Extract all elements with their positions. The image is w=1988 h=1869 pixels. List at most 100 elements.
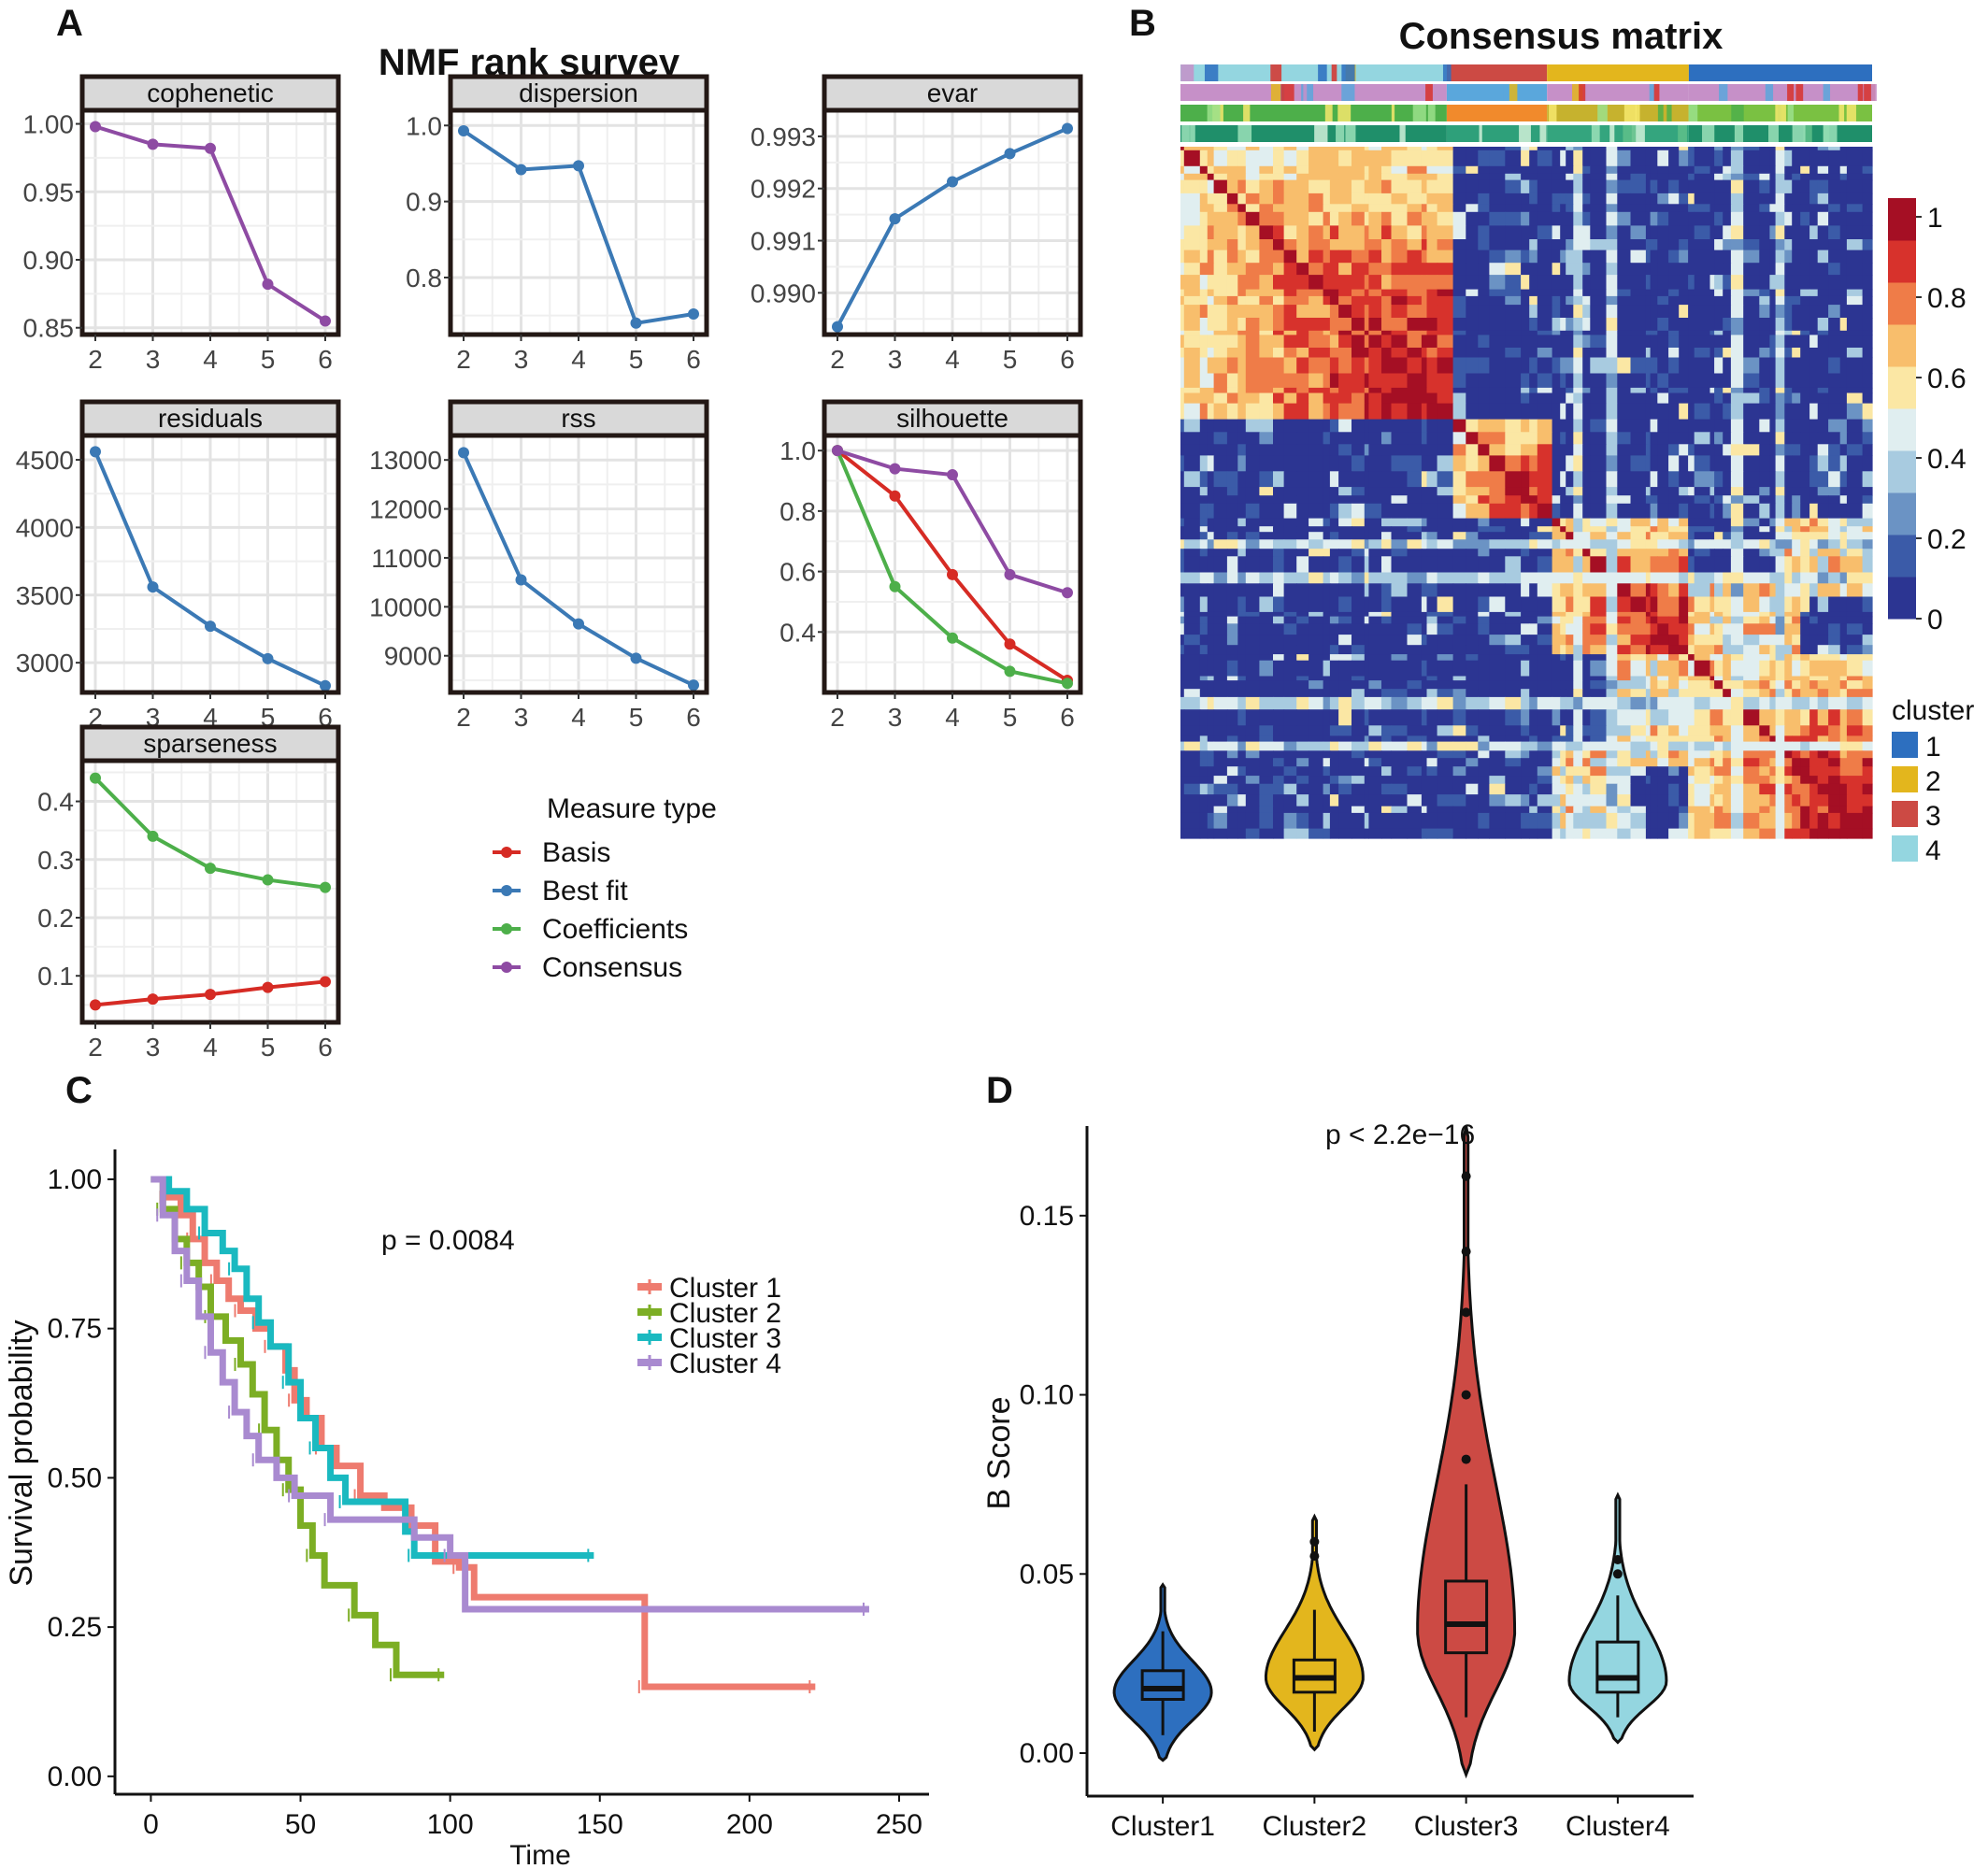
- heatmap-cell: [1273, 193, 1285, 205]
- heatmap-cell: [1338, 225, 1352, 240]
- heatmap-cell: [1714, 660, 1723, 678]
- heatmap-cell: [1352, 289, 1366, 297]
- heatmap-cell: [1245, 725, 1260, 737]
- heatmap-cell: [1743, 596, 1760, 613]
- heatmap-cell: [1560, 611, 1566, 618]
- annotation-stripe: [1479, 125, 1482, 142]
- heatmap-cell: [1437, 572, 1454, 584]
- heatmap-cell: [1180, 419, 1185, 433]
- heatmap-cell: [1338, 583, 1352, 598]
- heatmap-cell: [1759, 348, 1771, 359]
- heatmap-cell: [1452, 250, 1466, 264]
- heatmap-cell: [1800, 794, 1810, 807]
- box: [1595, 1640, 1640, 1694]
- heatmap-cell: [1529, 660, 1538, 678]
- heatmap-cell: [1452, 503, 1466, 520]
- heatmap-cell: [1839, 204, 1848, 213]
- heatmap-cell: [1862, 812, 1873, 830]
- heatmap-cell: [1199, 173, 1209, 181]
- heatmap-cell: [1688, 295, 1695, 306]
- heatmap-cell: [1237, 689, 1247, 698]
- heatmap-cell: [1259, 828, 1274, 839]
- heatmap-cell: [1407, 193, 1423, 205]
- heatmap-cell: [1552, 583, 1561, 598]
- heatmap-cell: [1688, 373, 1695, 389]
- heatmap-cell: [1606, 611, 1618, 618]
- heatmap-cell: [1323, 549, 1331, 557]
- heatmap-cell: [1560, 794, 1566, 807]
- heatmap-cell: [1529, 295, 1538, 306]
- heatmap-cell: [1437, 696, 1454, 710]
- heatmap-cell: [1650, 289, 1658, 297]
- heatmap-cell: [1573, 725, 1583, 737]
- heatmap-cell: [1657, 147, 1669, 151]
- heatmap-cell: [1582, 503, 1591, 520]
- heatmap-cell: [1407, 330, 1423, 335]
- heatmap-cell: [1489, 403, 1506, 421]
- heatmap-cell: [1769, 709, 1777, 726]
- heatmap-cell: [1688, 357, 1695, 375]
- heatmap-cell: [1657, 572, 1669, 584]
- heatmap-cell: [1352, 776, 1366, 785]
- heatmap-cell: [1338, 295, 1352, 306]
- heatmap-cell: [1784, 696, 1793, 710]
- heatmap-cell: [1283, 289, 1297, 297]
- heatmap-cell: [1237, 387, 1247, 394]
- heatmap-cell: [1437, 812, 1454, 830]
- heatmap-cell: [1368, 689, 1382, 698]
- heatmap-cell: [1590, 676, 1608, 681]
- heatmap-cell: [1645, 783, 1652, 795]
- heatmap-cell: [1582, 776, 1591, 785]
- heatmap-cell: [1368, 503, 1382, 520]
- heatmap-cell: [1573, 387, 1583, 394]
- annotation-stripe: [1341, 64, 1355, 81]
- heatmap-cell: [1679, 735, 1689, 743]
- heatmap-cell: [1560, 750, 1566, 759]
- heatmap-cell: [1552, 225, 1561, 240]
- heatmap-cell: [1759, 556, 1771, 574]
- heatmap-cell: [1437, 335, 1454, 349]
- heatmap-cell: [1657, 348, 1669, 359]
- heatmap-cell: [1505, 455, 1522, 472]
- survival-legend-label: Cluster 1: [669, 1273, 781, 1304]
- heatmap-cell: [1688, 616, 1695, 624]
- heatmap-cell: [1352, 495, 1366, 505]
- heatmap-cell: [1668, 676, 1680, 681]
- heatmap-cell: [1368, 783, 1382, 795]
- heatmap-cell: [1338, 392, 1352, 405]
- heatmap-cell: [1478, 173, 1490, 181]
- heatmap-cell: [1650, 165, 1658, 175]
- heatmap-cell: [1714, 211, 1723, 226]
- heatmap-cell: [1792, 444, 1801, 456]
- heatmap-cell: [1582, 263, 1591, 276]
- heatmap-cell: [1183, 444, 1201, 456]
- heatmap-cell: [1338, 794, 1352, 807]
- heatmap-cell: [1466, 709, 1479, 726]
- heatmap-cell: [1226, 495, 1238, 505]
- heatmap-cell: [1521, 173, 1530, 181]
- heatmap-cell: [1213, 689, 1228, 698]
- heatmap-cell: [1505, 335, 1522, 349]
- heatmap-cell: [1862, 725, 1873, 737]
- annotation-track-1: [1688, 64, 1872, 81]
- heatmap-cell: [1391, 616, 1409, 624]
- heatmap-cell: [1714, 263, 1723, 276]
- heatmap-cell: [1709, 583, 1715, 598]
- heatmap-cell: [1183, 709, 1201, 726]
- heatmap-cell: [1560, 204, 1566, 213]
- heatmap-cell: [1426, 471, 1438, 488]
- heatmap-cell: [1466, 392, 1479, 405]
- heatmap-cell: [1426, 549, 1438, 557]
- heatmap-cell: [1364, 549, 1369, 557]
- heatmap-cell: [1237, 741, 1247, 751]
- heatmap-cell: [1352, 611, 1366, 618]
- heatmap-cell: [1426, 611, 1438, 618]
- heatmap-cell: [1630, 526, 1647, 533]
- heatmap-cell: [1769, 654, 1777, 662]
- heatmap-cell: [1679, 828, 1689, 839]
- heatmap-cell: [1590, 179, 1608, 194]
- heatmap-cell: [1769, 776, 1777, 785]
- heatmap-cell: [1590, 654, 1608, 662]
- heatmap-cell: [1828, 487, 1841, 496]
- heatmap-cell: [1437, 211, 1454, 226]
